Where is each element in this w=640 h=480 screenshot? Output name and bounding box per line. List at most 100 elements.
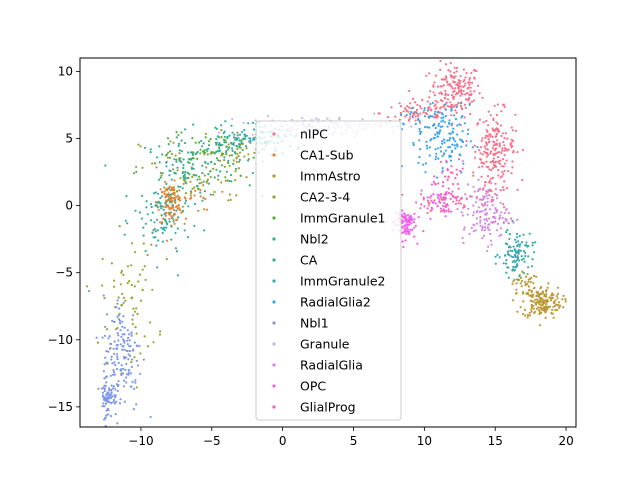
data-point [252, 156, 255, 159]
data-point [196, 157, 199, 160]
data-point [550, 294, 553, 297]
data-point [167, 204, 170, 207]
data-point [425, 112, 428, 116]
data-point [123, 379, 126, 382]
data-point [317, 118, 320, 121]
data-point [491, 127, 494, 130]
data-point [401, 240, 404, 243]
data-point [177, 216, 180, 219]
data-point [463, 78, 466, 82]
data-point [440, 116, 443, 120]
data-point [229, 173, 233, 177]
data-point [420, 107, 423, 110]
data-point [224, 120, 227, 123]
data-point [251, 172, 254, 175]
data-point [127, 358, 130, 361]
data-point [485, 190, 488, 193]
data-point [468, 77, 471, 80]
data-point [510, 146, 513, 149]
data-point [212, 193, 215, 196]
series-radialglia [456, 160, 519, 253]
data-point [456, 145, 459, 148]
data-point [112, 387, 115, 390]
data-point [155, 218, 159, 221]
data-point [131, 349, 135, 352]
data-point [511, 139, 515, 142]
data-point [539, 324, 542, 327]
data-point [444, 94, 447, 97]
data-point [479, 224, 482, 227]
data-point [149, 203, 152, 206]
data-point [455, 66, 459, 69]
data-point [461, 214, 464, 217]
data-point [135, 170, 138, 173]
data-point [506, 250, 509, 253]
data-point [215, 143, 218, 146]
data-point [468, 103, 471, 106]
data-point [416, 113, 420, 116]
data-point [468, 93, 471, 96]
data-point [227, 159, 230, 162]
data-point [558, 306, 561, 309]
series-ca2-3-4 [86, 129, 264, 389]
data-point [113, 279, 116, 282]
data-point [470, 195, 473, 198]
data-point [435, 155, 438, 158]
data-point [135, 165, 138, 168]
data-point [456, 207, 459, 211]
data-point [86, 285, 89, 288]
data-point [110, 355, 113, 358]
data-point [133, 341, 136, 344]
data-point [239, 174, 242, 177]
data-point [144, 278, 147, 281]
data-point [547, 300, 550, 303]
data-point [209, 138, 212, 141]
data-point [440, 106, 443, 109]
data-point [477, 178, 480, 181]
data-point [103, 390, 106, 393]
data-point [484, 213, 488, 216]
data-point [192, 167, 195, 170]
data-point [500, 233, 503, 236]
data-point [173, 188, 176, 191]
y-tick-label: −10 [48, 333, 73, 347]
data-point [456, 103, 459, 106]
data-point [201, 164, 204, 167]
data-point [545, 295, 548, 298]
data-point [538, 309, 541, 312]
data-point [455, 199, 458, 202]
data-point [423, 126, 427, 129]
data-point [182, 174, 185, 178]
data-point [453, 66, 456, 69]
data-point [436, 85, 439, 88]
data-point [184, 181, 187, 184]
data-point [436, 111, 440, 114]
data-point [225, 170, 228, 173]
data-point [241, 130, 244, 133]
data-point [194, 153, 197, 156]
data-point [220, 136, 223, 139]
data-point [532, 307, 535, 310]
data-point [105, 414, 108, 417]
data-point [116, 358, 119, 361]
data-point [414, 115, 417, 118]
data-point [531, 258, 534, 261]
data-point [114, 363, 117, 367]
data-point [121, 348, 124, 351]
data-point [491, 135, 494, 138]
data-point [497, 156, 500, 159]
data-point [113, 394, 116, 397]
data-point [436, 196, 439, 199]
data-point [168, 194, 171, 197]
data-point [172, 220, 175, 223]
data-point [439, 85, 442, 88]
data-point [447, 93, 450, 97]
data-point [184, 199, 188, 202]
data-point [117, 339, 120, 342]
data-point [556, 286, 560, 289]
data-point [434, 148, 437, 151]
x-axis: −10 −5 0 5 10 15 20 [128, 427, 574, 448]
data-point [447, 146, 450, 149]
data-point [497, 169, 500, 172]
data-point [479, 221, 482, 224]
